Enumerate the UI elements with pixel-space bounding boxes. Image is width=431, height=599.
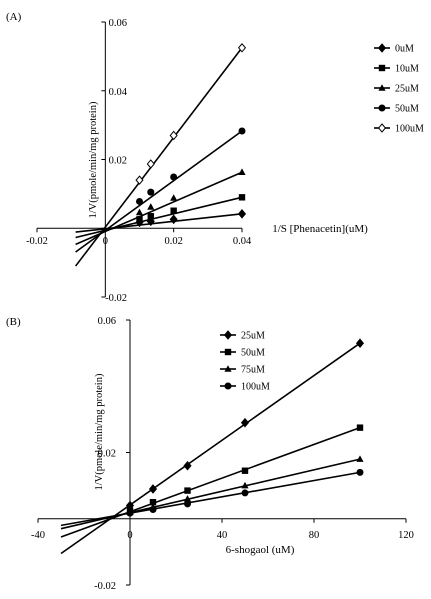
data-point: [147, 188, 155, 196]
legend-marker: [377, 123, 387, 133]
legend-label: 50uM: [395, 104, 419, 115]
x-tick-label: -0.02: [26, 236, 48, 247]
data-point: [356, 424, 364, 431]
data-point: [241, 467, 249, 474]
data-point: [170, 207, 177, 214]
legend-marker: [224, 365, 232, 372]
y-tick-label: -0.02: [105, 293, 127, 304]
series-25uM: [60, 338, 365, 555]
data-point: [184, 500, 191, 508]
legend-marker: [378, 64, 386, 72]
chart-panel-b: (B) -40 0 40 80 120 -0.02 0.02 0.06 6-shogaol (uM…: [6, 316, 414, 592]
series-100uM: [74, 43, 247, 267]
series-50uM: [75, 127, 246, 253]
legend-label: 75uM: [241, 365, 265, 376]
data-point: [237, 209, 247, 219]
legend-marker: [224, 382, 232, 390]
x-tick-label: 0: [127, 530, 132, 541]
x-axis-label: 1/S [Phenacetin](uM): [272, 223, 368, 235]
legend-marker: [224, 348, 232, 356]
series-line: [75, 213, 243, 233]
data-point: [241, 481, 249, 489]
legend-marker: [377, 43, 387, 53]
legend-label: 100uM: [241, 382, 270, 393]
legend-label: 100uM: [395, 124, 424, 135]
y-tick-label: -0.02: [94, 581, 116, 592]
data-point: [170, 194, 178, 201]
series-line: [60, 471, 361, 527]
data-point: [238, 168, 246, 176]
x-axis-label: 6-shogaol (uM): [226, 544, 295, 556]
x-tick-label: -40: [31, 530, 45, 541]
x-tick-label: 80: [309, 530, 320, 541]
y-axis-label: 1/V(pmole/min/mg protein): [94, 373, 105, 490]
data-point: [169, 130, 178, 141]
x-tick-label: 0: [103, 236, 108, 247]
data-point: [183, 495, 192, 502]
y-tick-label: 0.06: [98, 316, 116, 327]
data-point: [355, 338, 365, 348]
data-point: [146, 159, 155, 169]
y-tick-label: 0.06: [109, 18, 127, 29]
legend-label: 10uM: [395, 64, 419, 75]
panel-label: (A): [6, 11, 22, 23]
y-axis-label: 1/V(pmole/min/mg protein): [88, 101, 99, 218]
legend-label: 0uM: [395, 44, 414, 55]
data-point: [356, 468, 364, 476]
x-tick-label: 0.02: [164, 236, 182, 247]
data-point: [241, 489, 249, 497]
series-line: [75, 196, 243, 239]
legend-label: 25uM: [395, 84, 419, 95]
series-50uM: [60, 424, 364, 538]
data-point: [183, 460, 192, 471]
y-tick-label: 0.02: [98, 449, 116, 460]
data-point: [126, 509, 134, 517]
data-point: [169, 214, 178, 225]
data-point: [149, 505, 157, 513]
data-point: [149, 498, 157, 506]
panel-label: (B): [6, 316, 21, 328]
series-line: [74, 47, 243, 267]
data-point: [240, 417, 250, 428]
x-tick-label: 120: [398, 530, 414, 541]
legend-marker: [378, 104, 386, 112]
x-tick-label: 0.04: [233, 236, 252, 247]
data-point: [147, 213, 154, 220]
legend-marker: [378, 84, 386, 91]
data-point: [147, 203, 155, 210]
series-100uM: [60, 468, 364, 527]
data-point: [184, 487, 191, 494]
series-line: [60, 426, 361, 538]
x-tick-label: 40: [217, 530, 228, 541]
data-point: [238, 127, 246, 135]
chart-panel-a: (A) -0.02 0 0.02 0.04 -0.02 0.02 0.04 0.06 1/S [P…: [6, 11, 424, 304]
legend-label: 50uM: [241, 348, 265, 359]
legend-label: 25uM: [241, 331, 265, 342]
data-point: [356, 455, 364, 462]
series-line: [75, 130, 243, 253]
data-point: [136, 216, 143, 223]
data-point: [135, 175, 144, 185]
data-point: [238, 194, 246, 201]
legend-marker: [223, 330, 233, 340]
data-point: [148, 484, 158, 494]
data-point: [237, 43, 247, 53]
data-point: [170, 173, 178, 181]
y-tick-label: 0.04: [109, 87, 128, 98]
data-point: [136, 197, 143, 205]
data-point: [135, 208, 144, 216]
y-tick-label: 0.02: [109, 156, 127, 167]
